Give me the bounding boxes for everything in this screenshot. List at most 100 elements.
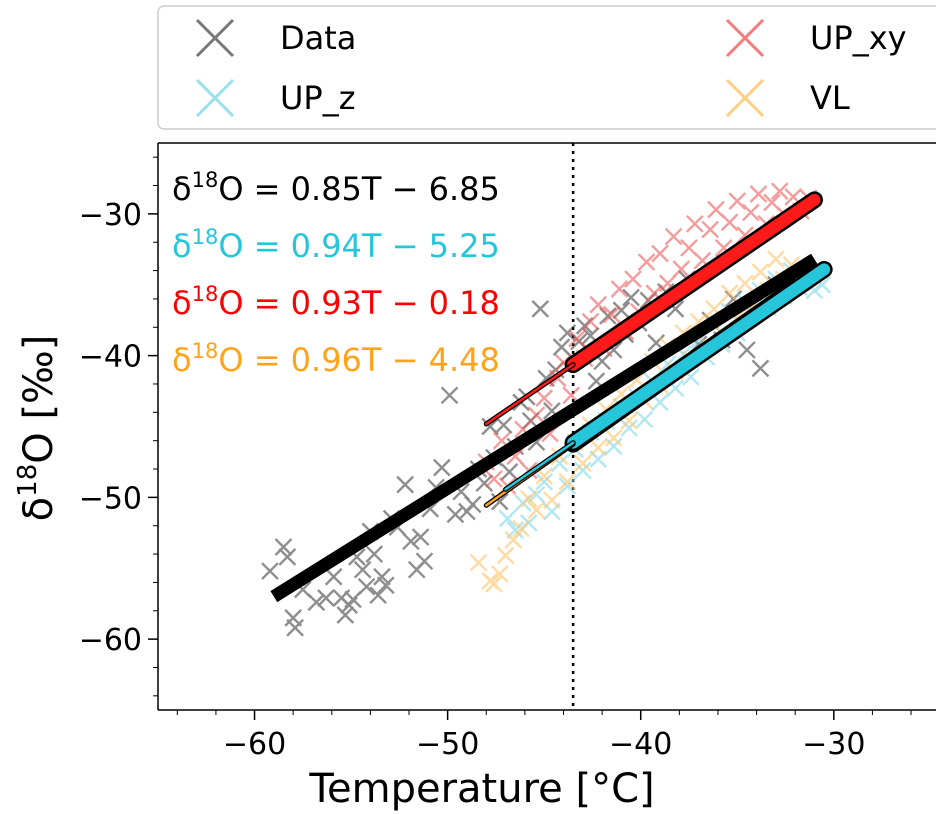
data-point bbox=[720, 213, 739, 232]
data-point bbox=[485, 470, 503, 488]
data-point bbox=[498, 509, 517, 528]
data-point bbox=[415, 552, 434, 571]
x-tick-label: −40 bbox=[609, 727, 672, 762]
data-point bbox=[274, 538, 293, 556]
data-point bbox=[602, 305, 621, 324]
x-tick-label: −30 bbox=[802, 727, 865, 762]
data-point bbox=[396, 475, 414, 494]
data-point bbox=[411, 528, 430, 546]
data-point bbox=[558, 472, 577, 491]
data-point bbox=[741, 203, 760, 222]
data-point bbox=[432, 458, 451, 477]
fit-line-up-xy bbox=[567, 193, 821, 371]
data-point bbox=[664, 227, 683, 246]
fit-equation: δ18O = 0.96T − 4.48 bbox=[172, 339, 500, 379]
y-tick-label: −50 bbox=[79, 481, 142, 516]
data-point bbox=[357, 577, 376, 596]
data-point bbox=[446, 505, 465, 524]
legend-marker bbox=[725, 78, 765, 118]
data-point bbox=[770, 182, 789, 201]
data-point bbox=[519, 514, 538, 532]
data-point bbox=[728, 192, 747, 210]
data-point bbox=[365, 545, 384, 563]
data-point bbox=[767, 250, 785, 269]
data-point bbox=[701, 220, 720, 239]
data-point bbox=[469, 553, 488, 572]
data-point bbox=[749, 185, 768, 203]
data-point bbox=[736, 274, 754, 293]
data-point bbox=[612, 301, 631, 320]
fit-line-up-z bbox=[567, 263, 831, 449]
data-point bbox=[738, 341, 756, 359]
fit-line-data bbox=[270, 404, 577, 603]
data-point bbox=[490, 565, 509, 583]
legend-box bbox=[157, 5, 936, 130]
data-point bbox=[494, 416, 513, 434]
data-point bbox=[286, 618, 304, 637]
y-axis-label: δ18O [‰] bbox=[13, 335, 62, 522]
data-point bbox=[504, 531, 523, 549]
data-point bbox=[573, 454, 592, 473]
data-point bbox=[475, 474, 494, 493]
data-point bbox=[485, 574, 503, 593]
data-point bbox=[635, 410, 654, 429]
data-point bbox=[604, 428, 623, 447]
data-point bbox=[278, 548, 297, 566]
legend-label: UP_xy bbox=[810, 19, 907, 57]
legend: Data UP_xy UP_z VL bbox=[195, 18, 907, 118]
data-point bbox=[589, 438, 608, 457]
legend-label: UP_z bbox=[280, 79, 356, 117]
data-point bbox=[353, 560, 372, 579]
y-tick-label: −30 bbox=[79, 198, 142, 233]
data-point bbox=[610, 280, 629, 298]
data-point bbox=[651, 244, 669, 263]
legend-label: VL bbox=[810, 79, 850, 117]
y-tick-label: −40 bbox=[79, 340, 142, 375]
data-point bbox=[543, 491, 561, 510]
data-point bbox=[685, 214, 704, 233]
fit-equation: δ18O = 0.93T − 0.18 bbox=[172, 282, 500, 322]
data-point bbox=[490, 492, 509, 511]
data-point bbox=[402, 532, 420, 551]
fit-line-data bbox=[569, 253, 818, 416]
data-point bbox=[496, 546, 515, 565]
data-point bbox=[463, 495, 482, 514]
data-point bbox=[307, 593, 326, 612]
data-point bbox=[581, 312, 600, 331]
fit-line-up-xy-ext bbox=[484, 363, 575, 426]
data-point bbox=[324, 567, 343, 586]
data-point bbox=[672, 260, 691, 279]
data-point bbox=[527, 501, 546, 519]
x-tick-label: −60 bbox=[223, 727, 286, 762]
data-point bbox=[558, 477, 577, 495]
legend-marker bbox=[195, 18, 235, 58]
data-point bbox=[500, 463, 519, 481]
data-point bbox=[624, 270, 642, 288]
data-point bbox=[535, 472, 554, 491]
legend-marker bbox=[195, 78, 235, 118]
data-point bbox=[651, 393, 669, 412]
data-point bbox=[620, 419, 638, 437]
data-point bbox=[604, 437, 623, 456]
data-point bbox=[519, 489, 538, 508]
data-point bbox=[573, 461, 592, 480]
data-point bbox=[558, 324, 577, 342]
x-axis-label: Temperature [°C] bbox=[308, 766, 654, 812]
fit-lines bbox=[270, 191, 833, 603]
legend-marker bbox=[725, 18, 765, 58]
y-tick-label: −60 bbox=[79, 623, 142, 658]
data-point bbox=[589, 295, 608, 314]
x-tick-label: −50 bbox=[416, 727, 479, 762]
data-point bbox=[373, 567, 391, 586]
data-point bbox=[261, 562, 279, 580]
fit-line-up-z-ext bbox=[504, 441, 575, 491]
fit-equation: δ18O = 0.94T − 5.25 bbox=[172, 225, 500, 265]
axis-ticks: −60 −50 −40 −30 −60 −50 −40 −30 bbox=[79, 156, 912, 762]
fit-equation: δ18O = 0.85T − 6.85 bbox=[172, 168, 500, 208]
data-point bbox=[531, 299, 550, 318]
data-point bbox=[512, 519, 530, 538]
legend-label: Data bbox=[280, 19, 356, 57]
data-point bbox=[440, 386, 459, 405]
data-point bbox=[317, 589, 335, 607]
